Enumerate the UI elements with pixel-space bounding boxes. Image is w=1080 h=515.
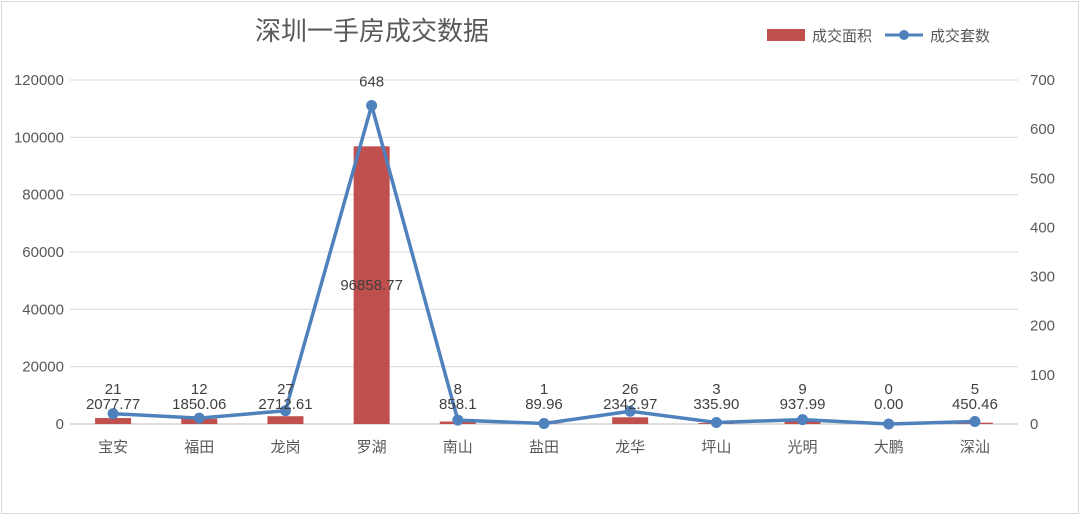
line-value-label: 1	[540, 381, 548, 398]
line-point-龙华	[624, 405, 636, 417]
x-category-label: 光明	[788, 438, 818, 456]
line-value-label: 9	[798, 381, 806, 398]
y-axis-right: 0 100 200 300 400 500 600 700	[1030, 72, 1055, 433]
y-left-tick-label: 20000	[22, 359, 64, 376]
line-point-深汕	[969, 416, 981, 428]
chart-title: 深圳一手房成交数据	[255, 17, 489, 47]
x-category-label: 龙岗	[270, 438, 300, 456]
y-right-tick-label: 200	[1030, 318, 1055, 335]
line-point-宝安	[107, 408, 119, 420]
line-point-龙岗	[279, 405, 291, 417]
line-value-label: 27	[277, 381, 294, 398]
bar-龙岗	[267, 416, 304, 424]
y-right-tick-label: 100	[1030, 367, 1055, 384]
bar-value-label: 2077.77	[86, 396, 140, 413]
bar-value-label: 1850.06	[172, 396, 226, 413]
bar-value-label: 937.99	[780, 396, 826, 413]
line-point-盐田	[538, 418, 550, 430]
y-right-tick-label: 600	[1030, 121, 1055, 138]
x-category-label: 大鹏	[874, 438, 904, 456]
line-value-label: 8	[454, 381, 462, 398]
x-axis-categories: 宝安 福田 龙岗 罗湖 南山 盐田 龙华 坪山 光明 大鹏 深汕	[98, 438, 990, 456]
line-point-南山	[452, 414, 464, 426]
line-point-大鹏	[883, 418, 895, 430]
bar-value-label: 89.96	[525, 396, 563, 413]
line-value-label: 3	[712, 381, 720, 398]
bar-value-label: 0.00	[874, 396, 903, 413]
y-right-tick-label: 0	[1030, 416, 1038, 433]
bar-value-label: 2712.61	[258, 396, 312, 413]
line-point-福田	[193, 412, 205, 424]
data-labels: 2077.77 1850.06 2712.61 96858.77 858.1 89.96 2…	[86, 74, 998, 413]
legend-label-count: 成交套数	[930, 27, 990, 45]
line-point-光明	[797, 414, 809, 426]
line-value-label: 0	[885, 381, 893, 398]
bar-罗湖	[353, 146, 390, 424]
y-left-tick-label: 0	[56, 416, 64, 433]
x-category-label: 盐田	[529, 438, 559, 456]
line-value-label: 21	[105, 381, 122, 398]
x-category-label: 南山	[443, 438, 473, 456]
y-left-tick-label: 80000	[22, 187, 64, 204]
line-value-label: 12	[191, 381, 208, 398]
y-left-tick-label: 100000	[14, 129, 64, 146]
bar-value-label: 450.46	[952, 396, 998, 413]
x-category-label: 坪山	[701, 438, 731, 456]
bar-value-label: 96858.77	[340, 277, 403, 294]
legend-bar-swatch	[767, 29, 805, 41]
x-category-label: 龙华	[615, 438, 645, 456]
bar-value-label: 858.1	[439, 396, 477, 413]
y-axis-left: 0 20000 40000 60000 80000 100000 120000	[14, 72, 64, 433]
y-right-tick-label: 300	[1030, 269, 1055, 286]
x-category-label: 福田	[184, 438, 214, 456]
y-left-tick-label: 60000	[22, 244, 64, 261]
line-series	[107, 100, 981, 430]
line-count-path	[113, 103, 975, 426]
line-point-坪山	[710, 417, 722, 429]
gridlines	[70, 79, 1018, 425]
legend-label-area: 成交面积	[812, 27, 872, 45]
x-category-label: 罗湖	[357, 438, 387, 456]
x-category-label: 深汕	[960, 438, 990, 456]
y-right-tick-label: 700	[1030, 72, 1055, 89]
legend-line-marker	[899, 30, 909, 40]
bar-龙华	[612, 417, 649, 424]
line-value-label: 26	[622, 381, 639, 398]
bar-value-label: 2342.97	[603, 396, 657, 413]
line-value-label: 5	[971, 381, 979, 398]
legend: 成交面积 成交套数	[767, 27, 990, 45]
y-right-tick-label: 500	[1030, 170, 1055, 187]
x-category-label: 宝安	[98, 438, 128, 456]
y-left-tick-label: 120000	[14, 72, 64, 89]
line-value-label: 648	[359, 74, 384, 91]
y-left-tick-label: 40000	[22, 301, 64, 318]
line-point-罗湖	[366, 100, 378, 112]
y-right-tick-label: 400	[1030, 219, 1055, 236]
bar-value-label: 335.90	[693, 396, 739, 413]
bar-宝安	[95, 418, 132, 424]
